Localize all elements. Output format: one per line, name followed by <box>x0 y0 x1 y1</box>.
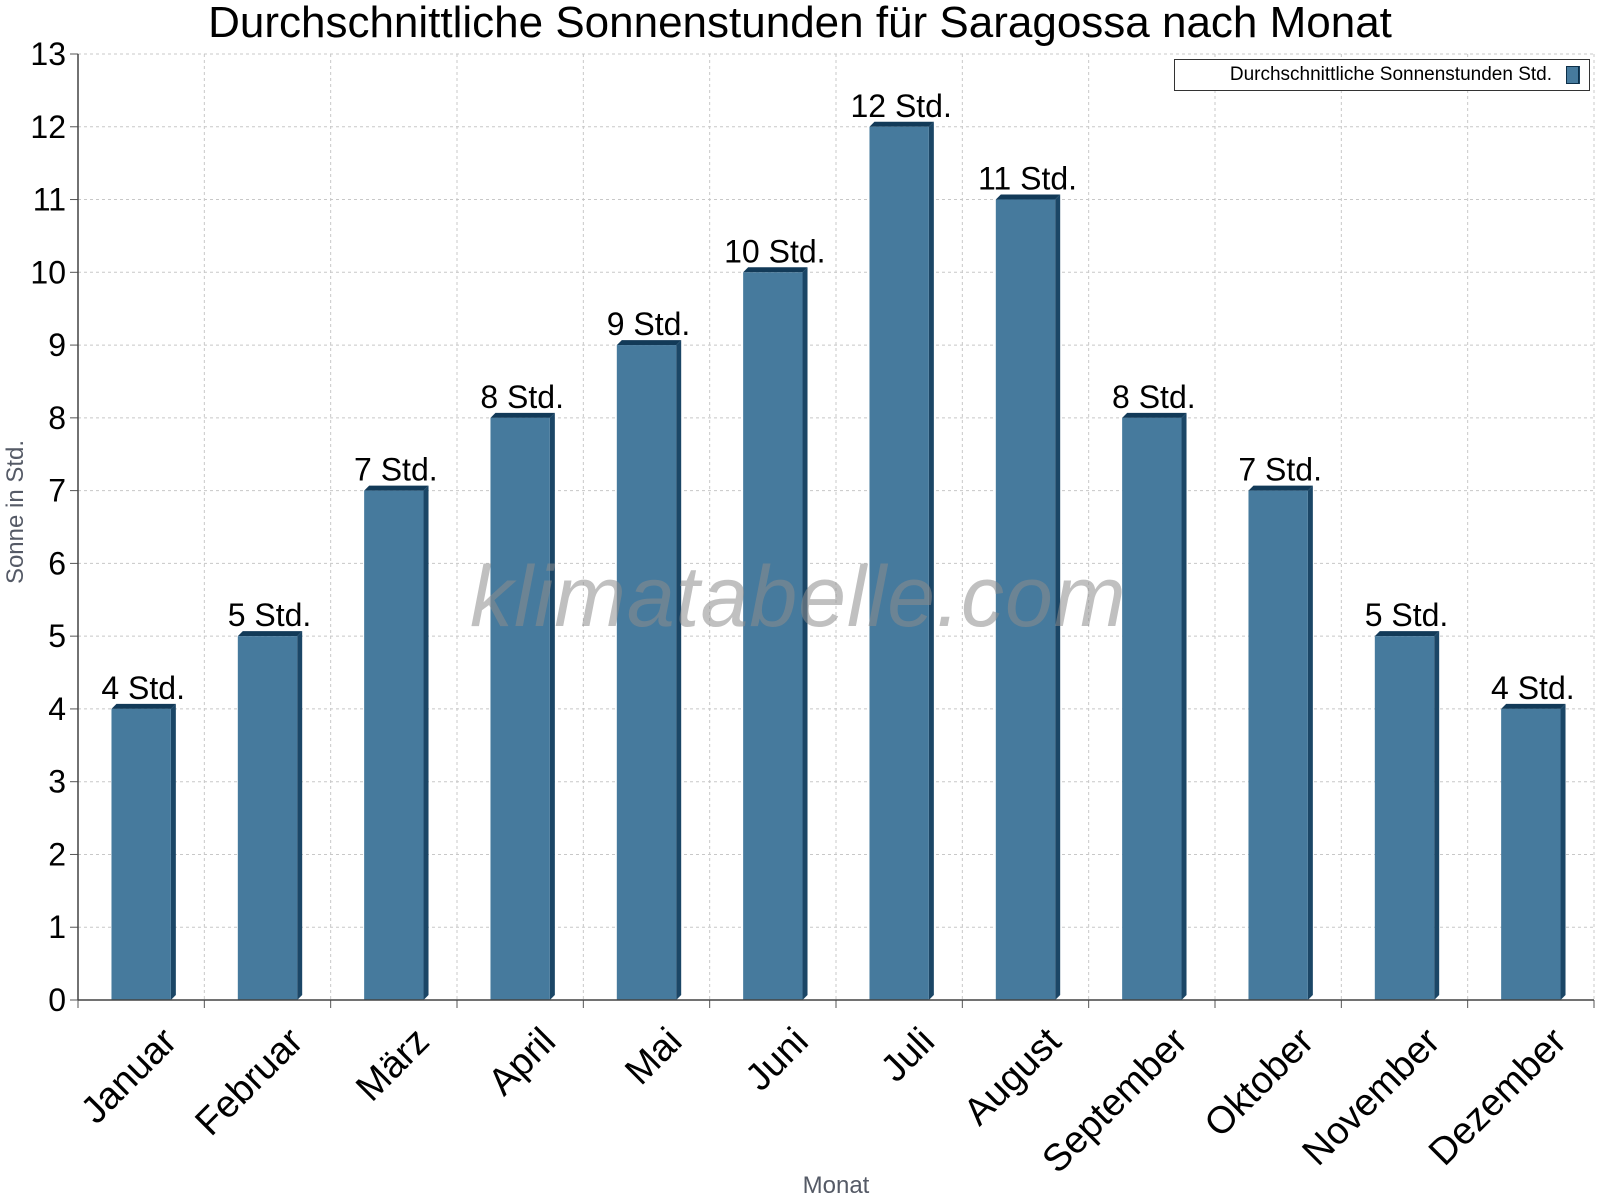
data-label: 4 Std. <box>101 670 185 706</box>
y-tick-label: 7 <box>48 473 66 509</box>
x-axis-label: Monat <box>802 1172 870 1199</box>
bar <box>1248 490 1308 1000</box>
bar-top <box>1248 485 1313 491</box>
bar-side <box>676 340 682 1001</box>
bar-side <box>1055 194 1061 1001</box>
y-tick-label: 9 <box>48 327 66 363</box>
y-tick-label: 8 <box>48 400 66 436</box>
bar-top <box>111 703 176 709</box>
bar <box>364 490 424 1000</box>
bar-side <box>1181 412 1187 1000</box>
bar <box>490 417 550 1000</box>
y-tick-label: 0 <box>48 982 66 1018</box>
data-label: 12 Std. <box>850 88 951 124</box>
bar <box>111 708 171 1000</box>
y-axis-label: Sonne in Std. <box>2 439 29 585</box>
bar-top <box>616 340 682 346</box>
data-label: 7 Std. <box>354 452 438 488</box>
y-tick-label: 6 <box>48 545 66 581</box>
bar <box>237 636 298 1000</box>
legend: Durchschnittliche Sonnenstunden Std. <box>1174 59 1590 91</box>
bar-top <box>743 267 808 273</box>
y-tick-label: 11 <box>33 182 66 218</box>
bar-top <box>1374 631 1440 637</box>
x-tick-label: Januar <box>73 1020 185 1132</box>
bar <box>995 199 1056 1001</box>
x-tick-label: Mai <box>617 1020 690 1093</box>
data-label: 11 Std. <box>978 161 1077 197</box>
bar-side <box>802 267 808 1000</box>
bar-side <box>1560 703 1566 1000</box>
data-label: 8 Std. <box>1112 379 1196 415</box>
bar-top <box>1501 703 1566 709</box>
y-tick-label: 2 <box>48 836 66 872</box>
x-tick-label: August <box>956 1020 1070 1134</box>
x-tick-label: Dezember <box>1421 1020 1575 1174</box>
y-tick-label: 13 <box>30 36 66 72</box>
bar <box>743 272 803 1000</box>
bar-top <box>1122 412 1187 418</box>
data-label: 5 Std. <box>228 597 312 633</box>
x-tick-label: Februar <box>188 1020 312 1144</box>
data-label: 5 Std. <box>1365 597 1449 633</box>
data-label: 10 Std. <box>724 233 825 269</box>
x-tick-label: November <box>1295 1020 1449 1174</box>
x-tick-label: April <box>481 1020 564 1103</box>
y-tick-label: 12 <box>30 109 66 145</box>
bar-side <box>549 412 555 1000</box>
y-tick-label: 4 <box>48 691 66 727</box>
y-tick-label: 10 <box>30 254 66 290</box>
x-tick-label: Juli <box>873 1020 943 1090</box>
bar-top <box>237 631 303 637</box>
bar <box>616 345 677 1001</box>
watermark: klimatabelle.com <box>470 549 1127 645</box>
legend-swatch <box>1566 66 1579 84</box>
bar-side <box>297 631 303 1000</box>
data-label: 9 Std. <box>607 306 691 342</box>
bar-side <box>170 703 176 1000</box>
bar <box>1374 636 1435 1000</box>
bar <box>1501 708 1561 1000</box>
bar <box>1122 417 1182 1000</box>
data-label: 7 Std. <box>1238 452 1322 488</box>
bar <box>869 126 929 1001</box>
bar-side <box>1434 631 1440 1000</box>
bar-side <box>1307 485 1313 1001</box>
bar-top <box>490 412 555 418</box>
bar-side <box>423 485 429 1001</box>
bar-top <box>364 485 429 491</box>
x-tick-label: März <box>348 1020 437 1109</box>
y-tick-label: 5 <box>48 618 66 654</box>
data-label: 4 Std. <box>1491 670 1575 706</box>
chart-title: Durchschnittliche Sonnenstunden für Sara… <box>208 0 1392 47</box>
bar-side <box>928 121 934 1001</box>
y-tick-label: 3 <box>48 764 66 800</box>
x-tick-label: Oktober <box>1197 1020 1323 1146</box>
bar-top <box>869 121 934 127</box>
y-tick-label: 1 <box>48 909 66 945</box>
data-label: 8 Std. <box>480 379 564 415</box>
legend-label: Durchschnittliche Sonnenstunden Std. <box>1229 64 1552 85</box>
x-tick-label: Juni <box>738 1020 817 1099</box>
bar-top <box>995 194 1061 200</box>
